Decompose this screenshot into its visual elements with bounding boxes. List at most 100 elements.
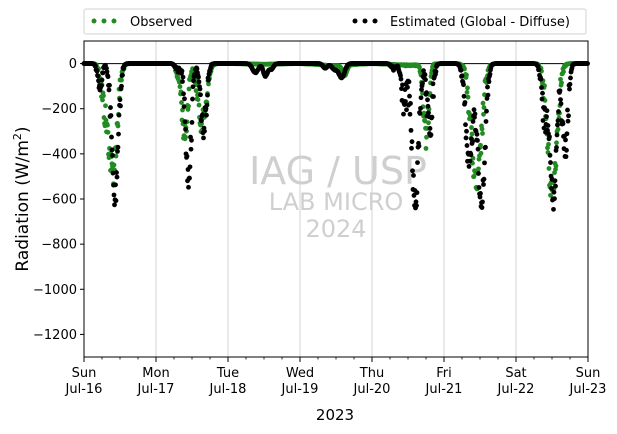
estimated-point [425, 103, 431, 109]
y-tick-label: −600 [41, 193, 77, 208]
observed-point [481, 105, 487, 110]
estimated-point [99, 77, 105, 83]
estimated-point [202, 128, 207, 134]
estimated-point [113, 198, 119, 204]
estimated-point [475, 138, 480, 143]
x-tick-label-day: Thu [359, 366, 384, 381]
estimated-point [114, 174, 120, 180]
estimated-point [411, 173, 416, 178]
estimated-point [405, 84, 410, 90]
estimated-point [483, 119, 489, 124]
estimated-point [111, 192, 117, 198]
estimated-point [428, 132, 434, 138]
estimated-point [424, 90, 429, 96]
y-tick-label: 0 [69, 57, 77, 72]
estimated-point [552, 196, 557, 202]
estimated-point [425, 97, 430, 103]
y-axis: 0 −200 −400 −600 −800 −1000 −1200 [33, 57, 84, 343]
estimated-point [180, 79, 185, 84]
estimated-point [467, 158, 473, 164]
observed-point [105, 129, 111, 135]
y-tick-label: −200 [41, 102, 77, 117]
estimated-point [565, 107, 570, 113]
estimated-point [468, 152, 474, 158]
observed-point [476, 166, 481, 172]
observed-point [195, 97, 201, 102]
estimated-point [118, 103, 123, 109]
y-tick-label: −1000 [33, 283, 77, 298]
estimated-point [189, 137, 194, 143]
estimated-point [549, 186, 554, 191]
observed-point [464, 89, 470, 95]
estimated-point [464, 143, 470, 148]
estimated-point [475, 146, 481, 152]
x-tick-label-date: Jul-22 [497, 382, 535, 397]
observed-point [469, 125, 474, 130]
estimated-point [461, 82, 466, 88]
estimated-point [418, 105, 423, 111]
estimated-point [555, 122, 560, 128]
estimated-point [100, 70, 106, 76]
estimated-point [481, 182, 486, 187]
estimated-point [406, 79, 412, 85]
estimated-point [108, 105, 113, 110]
observed-point [479, 126, 485, 132]
estimated-point [411, 193, 417, 198]
estimated-point [564, 131, 570, 137]
estimated-point [539, 85, 544, 90]
observed-point [464, 72, 469, 78]
y-axis-title-sup: 2 [11, 133, 24, 140]
observed-point [186, 86, 192, 92]
estimated-point [414, 203, 419, 208]
estimated-point [431, 94, 436, 99]
estimated-point [555, 118, 561, 124]
estimated-point [420, 80, 425, 86]
observed-point [100, 97, 105, 103]
estimated-point [486, 79, 492, 85]
observed-point [186, 103, 191, 109]
legend: Observed Estimated (Global - Diffuse) [83, 8, 587, 35]
observed-point [103, 103, 108, 109]
observed-point [480, 131, 485, 136]
estimated-point [547, 134, 552, 140]
estimated-point [95, 73, 101, 79]
estimated-point [414, 190, 420, 196]
watermark-line2: LAB MICRO [269, 188, 404, 216]
y-axis-title: Radiation (W/m2) [11, 126, 33, 271]
estimated-point [116, 112, 122, 118]
estimated-point [115, 144, 121, 150]
estimated-point [206, 77, 211, 83]
estimated-point [186, 184, 191, 190]
estimated-point [410, 168, 415, 174]
y-tick-label: −800 [41, 238, 77, 253]
estimated-point [565, 118, 571, 124]
observed-point [183, 134, 188, 140]
estimated-point [563, 154, 569, 160]
observed-point [103, 117, 109, 123]
legend-marker-observed [91, 18, 117, 24]
observed-point [478, 150, 484, 156]
estimated-point [485, 92, 491, 98]
estimated-point [476, 171, 481, 176]
estimated-point [540, 90, 545, 96]
x-tick-label-date: Jul-23 [569, 382, 607, 397]
observed-point [482, 92, 487, 98]
estimated-point [115, 149, 120, 154]
estimated-point [470, 119, 476, 124]
legend-label-observed: Observed [130, 15, 193, 30]
observed-point [119, 77, 124, 83]
y-tick-label: −1200 [33, 328, 77, 343]
estimated-point [459, 73, 465, 79]
estimated-point [107, 82, 112, 88]
estimated-point [182, 119, 188, 125]
x-axis-title: 2023 [316, 406, 354, 424]
estimated-point [180, 74, 186, 80]
estimated-point [407, 111, 413, 117]
x-tick-label-day: Sun [576, 366, 601, 381]
x-tick-label-day: Sun [72, 366, 97, 381]
estimated-point [552, 178, 558, 184]
legend-frame [83, 8, 587, 35]
estimated-point [187, 164, 193, 170]
estimated-point [408, 127, 414, 133]
